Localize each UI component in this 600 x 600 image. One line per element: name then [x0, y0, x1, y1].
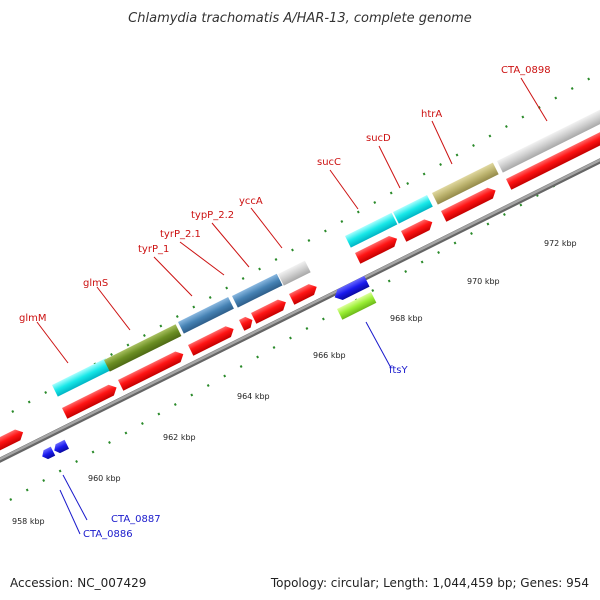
gene-CTA_0898	[497, 106, 600, 173]
gene-labels: CTA_0898 htrA sucD sucC yccA typP_2.2 ty…	[19, 65, 551, 540]
cds-arrow	[188, 326, 234, 356]
gene-ftsY-arrow	[334, 275, 370, 301]
accession-text: Accession: NC_007429	[10, 576, 147, 590]
tick-label-966: 966 kbp	[313, 351, 346, 360]
genome-backbone	[0, 158, 600, 463]
cds-arrow	[62, 384, 117, 419]
outer-tick-row	[0, 59, 600, 451]
gene-sucC	[345, 212, 398, 248]
label-glmS: glmS	[83, 278, 108, 289]
gene-feature-track	[52, 106, 600, 397]
cds-arrow	[355, 236, 398, 264]
label-sucD: sucD	[366, 133, 391, 144]
cds-arrow	[401, 219, 433, 242]
inner-gene-track	[42, 275, 377, 460]
label-yccA: yccA	[239, 196, 263, 207]
gene-htrA	[432, 162, 499, 205]
tick-label-962: 962 kbp	[163, 433, 196, 442]
gene-glmM	[52, 358, 112, 397]
tick-label-964: 964 kbp	[237, 392, 270, 401]
gene-glmS	[104, 324, 182, 372]
scale-labels: 958 kbp 960 kbp 962 kbp 964 kbp 966 kbp …	[12, 239, 577, 526]
cds-arrow	[506, 127, 600, 190]
label-leaders	[36, 77, 548, 535]
cds-forward-track	[0, 127, 600, 453]
cds-arrow	[118, 351, 184, 391]
gene-CTA_0886	[42, 446, 56, 460]
label-CTA_0887: CTA_0887	[111, 514, 161, 525]
tick-label-970: 970 kbp	[467, 277, 500, 286]
gene-ftsY	[337, 292, 377, 320]
cds-arrow	[441, 187, 496, 222]
label-tyrP_1: tyrP_1	[138, 244, 169, 255]
topology-text: Topology: circular; Length: 1,044,459 bp…	[270, 576, 589, 590]
gene-CTA_0887	[54, 439, 69, 454]
gene-typP_2.2	[278, 260, 311, 286]
tick-label-960: 960 kbp	[88, 474, 121, 483]
label-CTA_0898: CTA_0898	[501, 65, 551, 76]
cds-arrow	[251, 299, 286, 324]
gene-tyrP_1	[178, 297, 234, 334]
label-ftsY: ftsY	[389, 365, 408, 376]
gene-sucD	[393, 195, 433, 224]
label-htrA: htrA	[421, 109, 442, 120]
cds-arrow	[239, 316, 253, 331]
label-CTA_0886: CTA_0886	[83, 529, 133, 540]
tick-label-958: 958 kbp	[12, 517, 45, 526]
label-glmM: glmM	[19, 313, 47, 324]
tick-label-972: 972 kbp	[544, 239, 577, 248]
label-typP_2.2: typP_2.2	[191, 210, 234, 221]
map-title: Chlamydia trachomatis A/HAR-13, complete…	[128, 11, 472, 26]
tick-label-968: 968 kbp	[390, 314, 423, 323]
label-tyrP_2.1: tyrP_2.1	[160, 229, 201, 240]
cds-arrow	[0, 429, 24, 453]
label-sucC: sucC	[317, 157, 341, 168]
cds-arrow	[289, 284, 317, 305]
gene-tyrP_2.1	[232, 273, 283, 308]
